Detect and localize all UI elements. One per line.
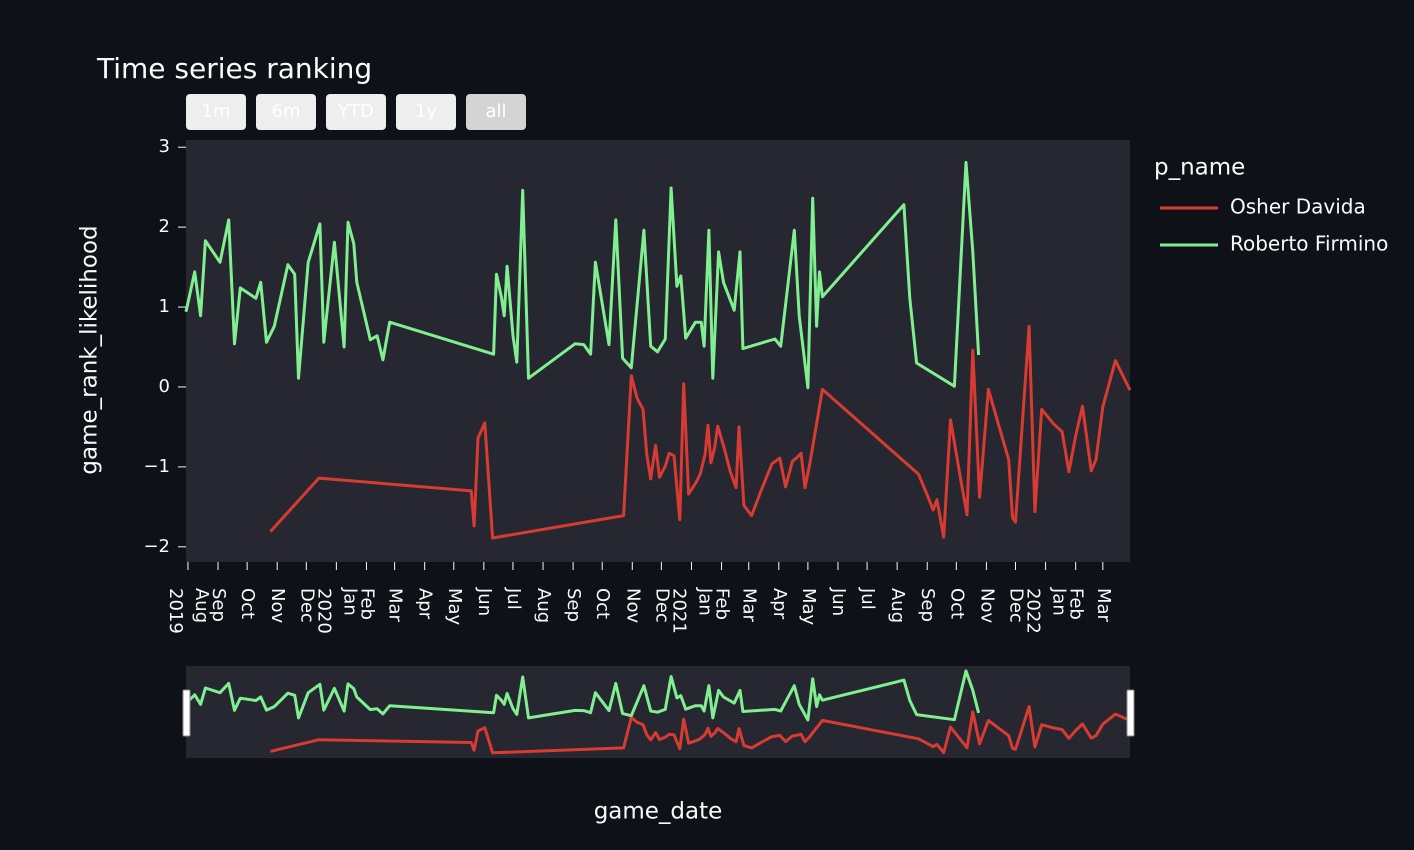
series-line (184, 160, 981, 390)
range-button-label[interactable]: all (485, 101, 506, 122)
range-button[interactable] (466, 94, 526, 130)
x-tick-label: Jul (857, 587, 878, 610)
x-tick-label: Aug (887, 588, 908, 623)
x-tick-label: Dec (1006, 588, 1027, 623)
range-button-label[interactable]: 1m (202, 101, 231, 122)
x-tick-label: Nov (976, 588, 997, 623)
legend-title: p_name (1154, 155, 1245, 181)
chart-title: Time series ranking (96, 52, 372, 85)
x-tick-label: Nov (622, 588, 643, 623)
x-tick-label: Jul (503, 587, 524, 610)
x-tick-label: Apr (415, 588, 436, 620)
range-button-label[interactable]: 1y (415, 101, 437, 122)
y-tick-label: 0 (159, 376, 170, 397)
x-tick-label: Aug (191, 588, 212, 623)
y-tick-label: 1 (159, 296, 170, 317)
x-tick-year: 2022 (1023, 588, 1044, 634)
series-line (269, 324, 1132, 540)
x-tick-label: Jun (828, 587, 849, 616)
y-tick-label: 2 (159, 216, 170, 237)
x-tick-label: Sep (563, 588, 584, 622)
x-tick-label: Jan (694, 587, 715, 616)
x-tick-label: Jan (1049, 587, 1070, 616)
x-tick-label: Sep (208, 588, 229, 622)
range-button[interactable] (396, 94, 456, 130)
x-tick-label: Mar (385, 588, 406, 623)
y-axis-title: game_rank_likelihood (77, 225, 103, 474)
x-tick-label: May (798, 588, 819, 626)
x-axis-title: game_date (594, 799, 723, 825)
x-tick-label: Feb (356, 588, 377, 620)
x-tick-label: Dec (651, 588, 672, 623)
range-button-label[interactable]: 6m (272, 101, 301, 122)
slider-handle[interactable] (1126, 689, 1135, 737)
x-tick-label: Jun (474, 587, 495, 616)
x-tick-label: Dec (296, 588, 317, 623)
slider-line (270, 705, 1131, 755)
x-tick-label: Apr (769, 588, 790, 620)
x-tick-year: 2020 (313, 588, 334, 634)
x-tick-label: Mar (1093, 588, 1114, 623)
x-tick-label: Oct (237, 588, 258, 619)
x-tick-label: May (444, 588, 465, 626)
x-tick-label: Mar (739, 588, 760, 623)
x-tick-label: Feb (712, 588, 733, 620)
x-tick-label: Feb (1066, 588, 1087, 620)
range-button[interactable] (326, 94, 386, 130)
y-tick-label: −2 (143, 536, 170, 557)
legend-label[interactable]: Osher Davida (1230, 195, 1366, 219)
range-button[interactable] (256, 94, 316, 130)
range-button[interactable] (186, 94, 246, 130)
slider-line (184, 669, 981, 722)
x-tick-label: Aug (533, 588, 554, 623)
y-tick-label: −1 (143, 456, 170, 477)
x-tick-year: 2021 (668, 588, 689, 634)
x-tick-label: Oct (946, 588, 967, 619)
x-tick-year: 2019 (165, 588, 186, 634)
x-tick-label: Jan (339, 587, 360, 616)
y-tick-label: 3 (159, 136, 170, 157)
range-button-label[interactable]: YTD (337, 101, 374, 122)
slider-handle[interactable] (182, 689, 191, 737)
legend-label[interactable]: Roberto Firmino (1230, 232, 1388, 256)
x-tick-label: Oct (592, 588, 613, 619)
x-tick-label: Nov (267, 588, 288, 623)
x-tick-label: Sep (917, 588, 938, 622)
